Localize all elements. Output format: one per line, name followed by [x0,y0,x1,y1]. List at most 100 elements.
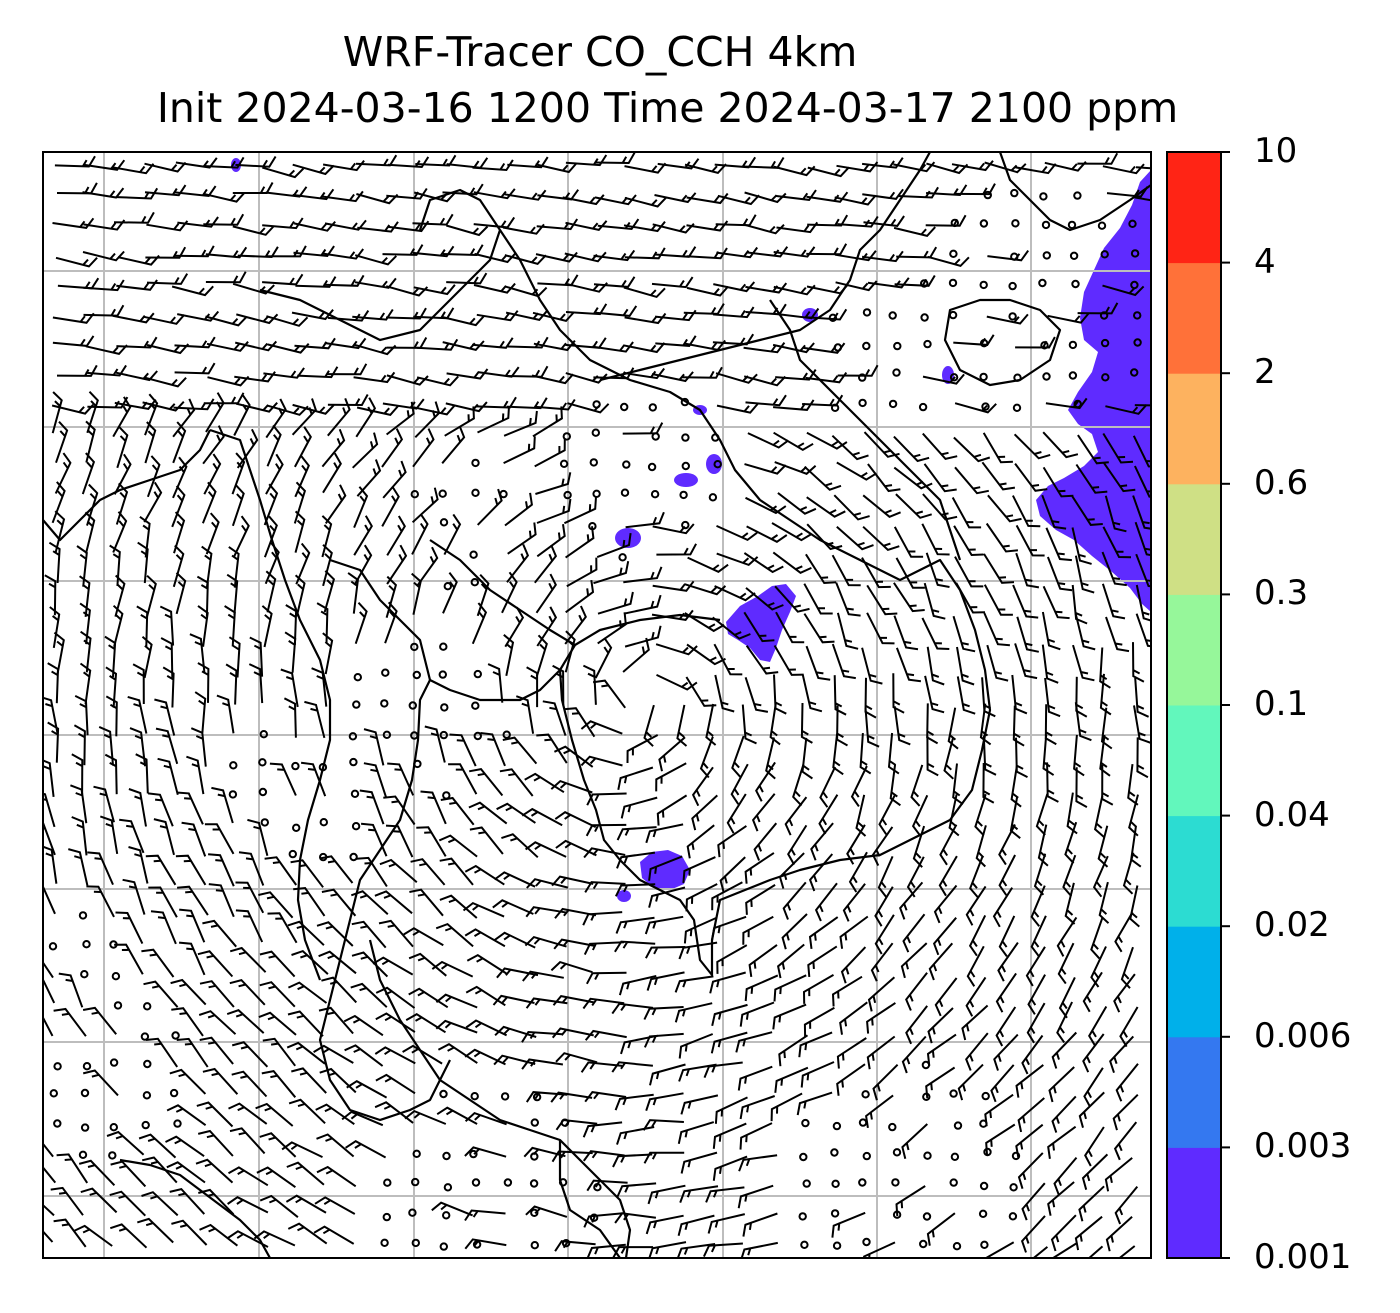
wind-barb [323,274,365,287]
calm-wind-marker [562,432,571,441]
calm-wind-marker [471,701,480,710]
wind-barb [864,707,880,748]
calm-wind-marker [113,1001,123,1010]
calm-wind-marker [228,790,238,799]
wind-barb [435,1019,478,1034]
wind-barb [582,997,625,1010]
wind-barb [592,679,627,709]
wind-barb [264,856,298,886]
calm-wind-marker [412,670,421,680]
wind-barb [265,570,277,613]
wind-barb [850,765,868,807]
wind-barb [1102,526,1132,559]
wind-barb [719,856,746,893]
wind-barb [711,881,743,911]
wind-barb [1132,642,1145,683]
wind-barb [353,371,396,384]
wind-barb [834,194,877,206]
wind-barb [171,485,186,528]
wind-barb [408,952,447,977]
wind-barb [645,1214,684,1235]
wind-barb [831,434,869,461]
wind-barb [473,188,516,200]
wind-barb [893,526,924,558]
calm-wind-marker [862,308,872,317]
wind-barb [443,513,462,556]
wind-barb [563,707,596,738]
calm-wind-marker [648,403,657,412]
wind-barb [861,250,904,263]
wind-barb [995,972,1017,1013]
wind-barb [982,735,997,776]
wind-barb [831,975,863,1007]
wind-barb [1101,551,1127,587]
wind-barb [593,276,636,288]
wind-barb [985,1123,1016,1155]
wind-barb [803,613,835,644]
wind-barb [203,213,245,226]
wind-barb [157,757,179,795]
calm-wind-marker [1068,340,1078,350]
wind-barb [583,847,626,859]
colorbar-segment [1167,1036,1221,1148]
wind-barb [808,853,834,892]
wind-barb [713,643,743,676]
wind-barb [43,1015,54,1037]
wind-barb [179,941,206,976]
calm-wind-marker [862,1237,871,1247]
wind-barb [1015,1064,1044,1098]
wind-barb [1105,616,1130,653]
tracer-shading [231,158,1151,902]
wind-barb [717,825,747,858]
wind-barb [564,630,576,673]
wind-barb [927,1007,954,1044]
wind-barb [1114,1185,1139,1225]
wind-barb [201,481,217,524]
wind-barb [155,727,179,765]
wind-barb [535,472,572,495]
wind-barb [354,254,398,266]
wind-barb [995,1006,1017,1047]
calm-wind-marker [862,1151,871,1161]
wind-barb [1027,974,1046,1015]
wind-barb [442,183,484,196]
wind-barb [416,826,447,857]
wind-barb [593,561,630,585]
wind-barb [196,575,209,617]
wind-barb [840,946,867,984]
wind-barb [594,152,636,165]
wind-barb [710,1031,748,1054]
colorbar [1167,151,1230,1259]
wind-barb [712,1122,747,1149]
wind-barb [771,522,813,542]
colorbar-tick-label: 4 [1254,241,1276,282]
wind-barb [939,824,958,866]
wind-barb [504,492,533,527]
wind-barb [43,960,54,979]
calm-wind-marker [591,428,600,437]
wind-barb [861,647,883,685]
wind-barb [536,498,572,524]
border-north-a [259,188,502,342]
wind-barb [726,793,747,834]
wind-barb [1136,737,1149,779]
wind-barb [910,764,924,807]
wind-barb [375,1073,416,1095]
wind-barb [550,1091,593,1103]
wind-barb [654,192,697,204]
wind-barb [355,397,377,438]
calm-wind-marker [382,730,392,739]
wind-barb [925,552,950,588]
wind-barb [648,1241,687,1258]
wind-barb [859,733,872,775]
wind-barb [730,763,749,805]
wind-barb [554,1240,596,1252]
wind-barb [806,243,848,256]
wind-barb [290,859,324,888]
wind-barb [1033,853,1047,896]
wind-barb [565,526,595,559]
wind-barb [58,972,84,1008]
wind-barb [680,1151,718,1174]
colorbar-tick-label: 2 [1254,352,1276,393]
wind-barb [431,960,474,978]
